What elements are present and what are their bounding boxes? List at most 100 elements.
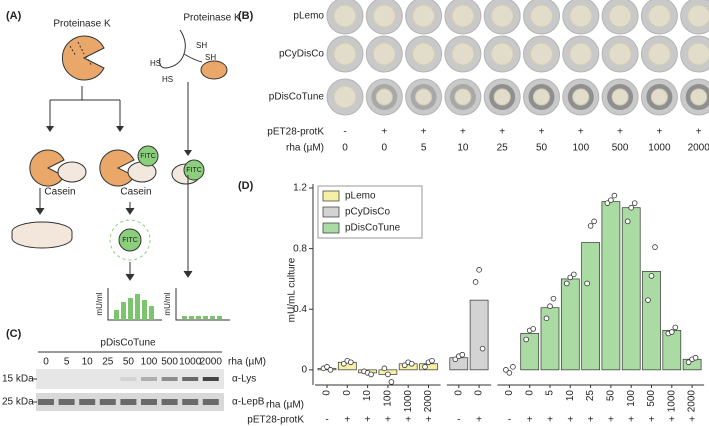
rha-value: 0 bbox=[342, 143, 348, 154]
protk-sign: + bbox=[539, 127, 545, 138]
lane-label: 10 bbox=[82, 357, 94, 368]
band bbox=[141, 399, 157, 405]
bar bbox=[469, 299, 489, 371]
bar bbox=[540, 307, 560, 371]
rha-value: 10 bbox=[457, 143, 469, 154]
replicate-dot bbox=[628, 204, 634, 211]
colony bbox=[333, 4, 357, 28]
marker-label: 15 kDa bbox=[2, 374, 34, 385]
replicate-dot bbox=[523, 336, 529, 343]
panel-d: 00.40.81.2mU/mL culture0-0+10+100+1000+2… bbox=[247, 183, 705, 426]
protk-sign: + bbox=[628, 415, 634, 426]
bar bbox=[560, 278, 580, 371]
protk-sign: - bbox=[325, 415, 328, 426]
colony bbox=[454, 88, 472, 106]
colony bbox=[569, 42, 593, 66]
colony bbox=[490, 42, 514, 66]
enzyme-label: Proteinase K bbox=[183, 13, 241, 24]
colony bbox=[333, 85, 357, 109]
protk-sign: + bbox=[460, 127, 466, 138]
rha-value: 100 bbox=[572, 143, 589, 154]
band bbox=[120, 377, 137, 381]
colony bbox=[572, 88, 590, 106]
replicate-dot bbox=[479, 345, 486, 352]
band bbox=[161, 377, 178, 381]
replicate-dot bbox=[340, 360, 347, 367]
protk-sign: + bbox=[476, 415, 482, 426]
replicate-dot bbox=[685, 359, 692, 366]
band bbox=[141, 377, 157, 381]
bar bbox=[642, 270, 661, 371]
protk-sign: + bbox=[421, 127, 427, 138]
blot bbox=[36, 369, 224, 389]
colony bbox=[412, 42, 436, 66]
replicate-dot bbox=[645, 297, 651, 303]
x-tick-label: 0 bbox=[504, 390, 515, 396]
colony bbox=[415, 88, 433, 106]
band bbox=[79, 399, 96, 405]
replicate-dot bbox=[476, 267, 482, 273]
colony bbox=[530, 42, 553, 66]
replicate-dot bbox=[472, 279, 479, 285]
replicate-dot bbox=[385, 371, 391, 378]
lane-label: 500 bbox=[161, 357, 178, 368]
colony bbox=[647, 42, 671, 66]
x-tick-label: 10 bbox=[362, 390, 373, 402]
replicate-dot bbox=[624, 218, 631, 225]
protk-sign: + bbox=[385, 415, 391, 426]
band bbox=[120, 399, 137, 405]
replicate-dot bbox=[591, 218, 597, 225]
protk-sign: + bbox=[499, 127, 505, 138]
protk-sign: + bbox=[588, 415, 594, 426]
protk-sign: + bbox=[656, 127, 662, 138]
band bbox=[202, 377, 219, 381]
replicate-dot bbox=[347, 359, 354, 366]
replicate-dot bbox=[550, 295, 557, 302]
bar bbox=[601, 201, 621, 371]
colony bbox=[650, 88, 668, 106]
replicate-dot bbox=[422, 364, 428, 370]
band bbox=[161, 399, 178, 405]
protease-icon bbox=[61, 35, 105, 81]
protk-sign: - bbox=[508, 415, 511, 426]
replicate-dot bbox=[563, 280, 570, 287]
replicate-dot bbox=[429, 357, 435, 364]
legend-label: pLemo bbox=[345, 191, 376, 202]
unit-label: mU/ml bbox=[95, 292, 104, 315]
colony bbox=[647, 4, 671, 28]
panel-a: Proteinase K Proteinase K SH SH HS HS FI… bbox=[11, 13, 241, 321]
colony bbox=[490, 4, 514, 28]
protk-sign: + bbox=[527, 415, 533, 426]
colony bbox=[372, 42, 396, 66]
band bbox=[182, 377, 199, 381]
replicate-dot bbox=[543, 315, 550, 322]
unit-label: mU/ml bbox=[163, 292, 172, 315]
replicate-dot bbox=[672, 324, 679, 331]
protk-label: pET28-protK bbox=[247, 415, 304, 426]
protk-sign: + bbox=[669, 415, 675, 426]
replicate-dot bbox=[567, 274, 574, 281]
protk-sign: + bbox=[381, 127, 387, 138]
replicate-dot bbox=[668, 329, 675, 335]
legend-label: pCyDisCo bbox=[345, 207, 390, 218]
colony bbox=[611, 88, 629, 106]
thiol-label: SH bbox=[205, 53, 216, 62]
protk-sign: + bbox=[405, 415, 411, 426]
x-tick-label: 0 bbox=[322, 390, 333, 396]
panel-label: (A) bbox=[6, 10, 22, 22]
fitc-label: FITC bbox=[140, 153, 156, 160]
replicate-dot bbox=[506, 370, 513, 376]
protk-sign: + bbox=[608, 415, 614, 426]
replicate-dot bbox=[652, 244, 658, 250]
x-tick-label: 500 bbox=[646, 390, 657, 407]
band bbox=[182, 399, 199, 405]
fitc-label: FITC bbox=[186, 167, 202, 174]
replicate-dot bbox=[692, 354, 699, 361]
substrate-label: Casein bbox=[44, 187, 75, 198]
x-tick-label: 0 bbox=[453, 390, 464, 396]
protk-sign: + bbox=[547, 415, 553, 426]
y-tick-label: 0.8 bbox=[293, 243, 307, 254]
bar bbox=[662, 330, 682, 371]
x-tick-label: 0 bbox=[342, 390, 353, 396]
protk-sign: - bbox=[457, 415, 460, 426]
